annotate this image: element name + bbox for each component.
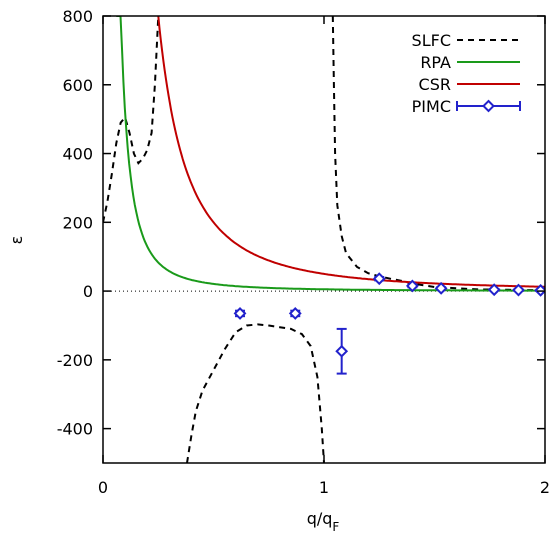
y-tick-label: 400: [62, 145, 93, 164]
series-pimc-point-4: [372, 272, 386, 286]
series-pimc-point-1: [233, 307, 247, 320]
y-axis-title: ε: [7, 236, 26, 245]
diamond-marker: [487, 283, 501, 297]
diamond-marker: [233, 307, 247, 320]
legend-item-rpa: RPA: [420, 53, 520, 72]
x-tick-label: 1: [319, 478, 329, 497]
series-pimc-point-2: [288, 307, 302, 320]
legend-item-slfc: SLFC: [412, 31, 520, 50]
series-layer: [103, 16, 545, 463]
x-tick-label: 2: [540, 478, 550, 497]
y-tick-label: 800: [62, 7, 93, 26]
diamond-marker: [372, 272, 386, 286]
legend-label-slfc: SLFC: [412, 31, 451, 50]
diamond-marker: [405, 279, 419, 293]
x-axis-title-main: q/q: [307, 509, 333, 528]
series-pimc-point-6: [434, 281, 448, 295]
y-tick-label: -200: [57, 351, 93, 370]
diamond-marker: [512, 283, 525, 297]
series-pimc-point-8: [512, 283, 525, 297]
diamond-marker: [434, 281, 448, 295]
y-tick-label: 200: [62, 213, 93, 232]
diamond-marker: [288, 307, 302, 320]
y-tick-label: 0: [83, 282, 93, 301]
series-rpa-line: [116, 16, 545, 292]
x-axis-title-subscript: F: [332, 520, 339, 534]
x-axis-title: q/qF: [307, 509, 340, 534]
series-slfc-line-3: [331, 16, 545, 292]
series-slfc-line-1: [103, 16, 160, 223]
series-pimc-point-3: [335, 327, 349, 375]
series-slfc-line-2: [186, 323, 325, 463]
series-pimc-point-7: [487, 283, 501, 297]
legend: SLFC RPA CSR PIMC: [412, 31, 521, 116]
legend-item-csr: CSR: [419, 75, 520, 94]
legend-label-csr: CSR: [419, 75, 451, 94]
series-csr-line: [157, 16, 545, 288]
legend-diamond-marker: [482, 99, 495, 113]
legend-item-pimc: PIMC: [412, 97, 521, 116]
x-tick-label: 0: [98, 478, 108, 497]
legend-label-pimc: PIMC: [412, 97, 451, 116]
y-tick-label: 600: [62, 76, 93, 95]
ticks-layer: -400 -200 0 200 400 600 800 0 1 2: [57, 7, 550, 497]
legend-label-rpa: RPA: [420, 53, 451, 72]
y-tick-label: -400: [57, 420, 93, 439]
diamond-marker: [335, 344, 349, 358]
series-pimc-point-5: [405, 279, 419, 293]
